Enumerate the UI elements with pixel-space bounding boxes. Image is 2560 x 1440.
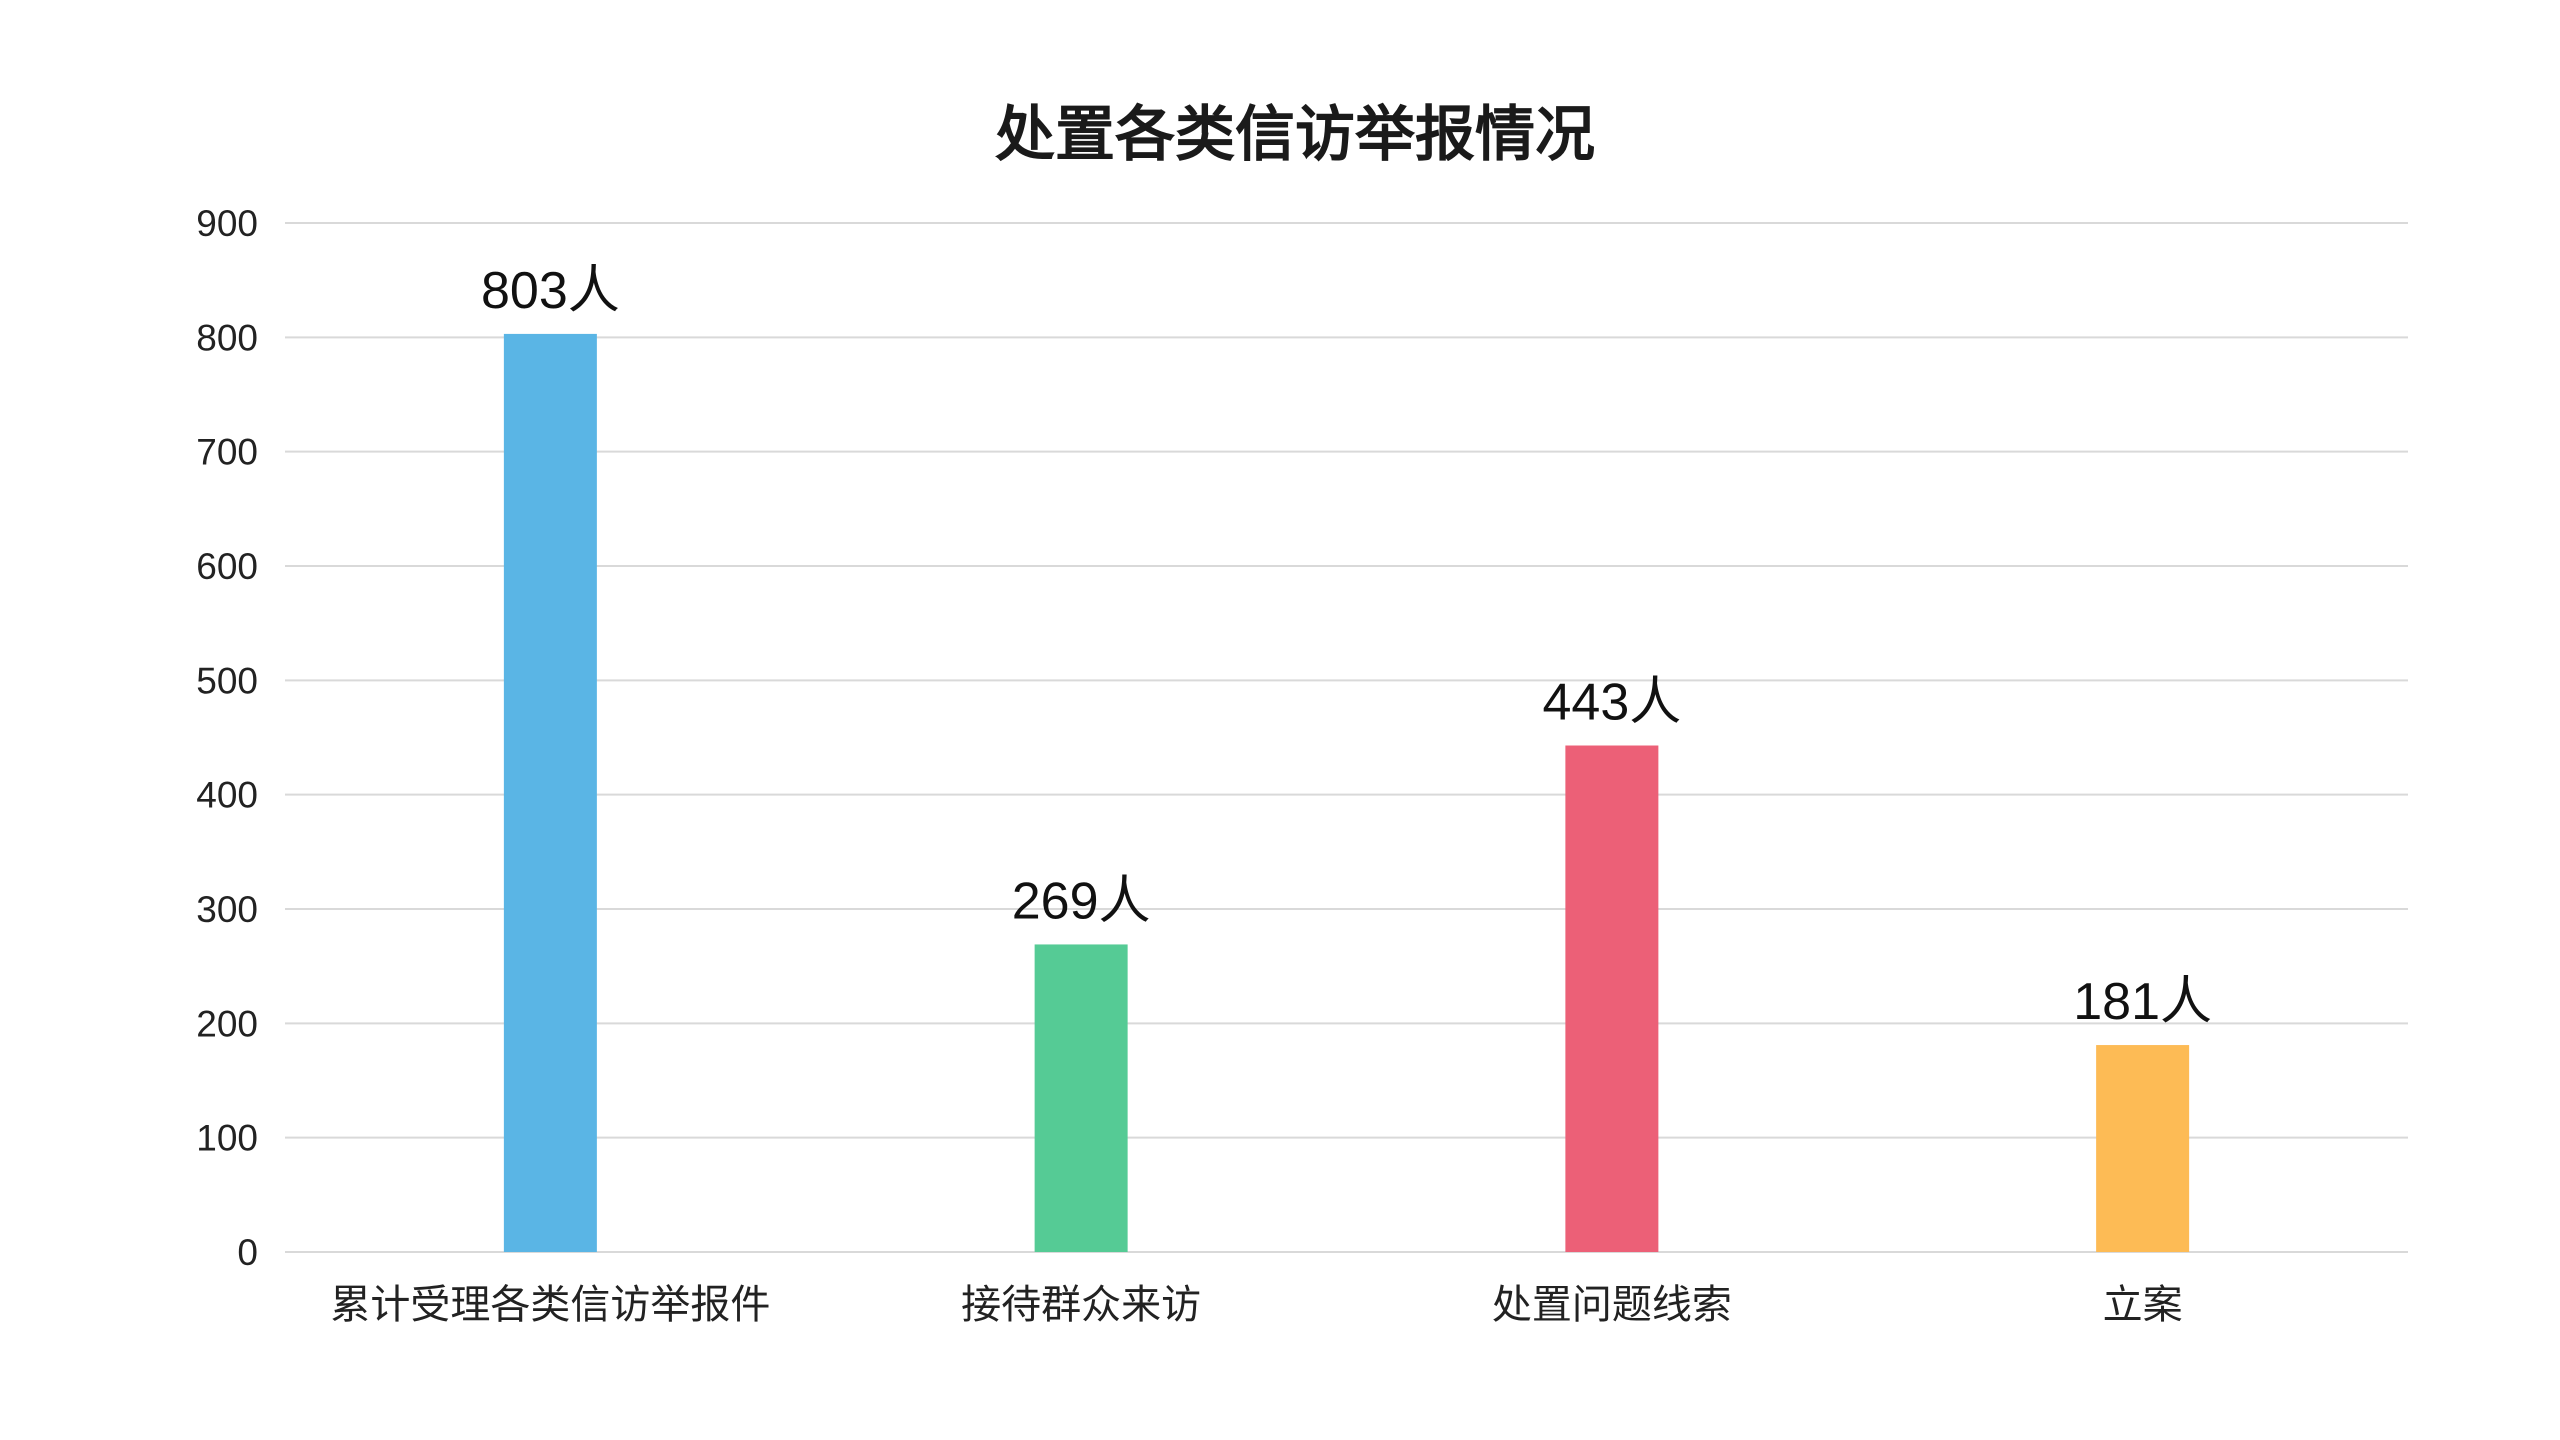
bar: [1034, 944, 1128, 1252]
y-tick-label: 700: [196, 432, 258, 473]
y-tick-label: 800: [196, 317, 258, 358]
bars: [503, 333, 2190, 1252]
y-tick-label: 300: [196, 889, 258, 930]
y-tick-label: 100: [196, 1118, 258, 1159]
gridlines: [285, 222, 2408, 1253]
y-tick-label: 0: [237, 1232, 258, 1273]
y-tick-label: 200: [196, 1003, 258, 1044]
y-tick-label: 600: [196, 546, 258, 587]
x-category-label: 接待群众来访: [961, 1282, 1201, 1328]
bar-value-label: 181人: [2073, 973, 2212, 1031]
bar: [2096, 1045, 2190, 1252]
bar-value-label: 803人: [481, 262, 620, 320]
x-axis-category-labels: 累计受理各类信访举报件 接待群众来访 处置问题线索 立案: [330, 1282, 2182, 1328]
bar: [503, 333, 597, 1252]
chart-title: 处置各类信访举报情况: [995, 100, 1595, 170]
x-category-label: 立案: [2103, 1282, 2183, 1328]
x-category-label: 处置问题线索: [1492, 1282, 1732, 1328]
x-category-label: 累计受理各类信访举报件: [330, 1282, 770, 1328]
y-tick-label: 400: [196, 775, 258, 816]
y-tick-label: 900: [196, 203, 258, 244]
bar-value-labels: 803人 269人 443人 181人: [481, 262, 2212, 1031]
bar-value-label: 269人: [1012, 872, 1151, 930]
y-tick-label: 500: [196, 660, 258, 701]
bar-value-label: 443人: [1542, 674, 1681, 732]
y-axis-tick-labels: 0 100 200 300 400 500 600 700 800 900: [196, 203, 258, 1273]
bar: [1565, 745, 1659, 1252]
